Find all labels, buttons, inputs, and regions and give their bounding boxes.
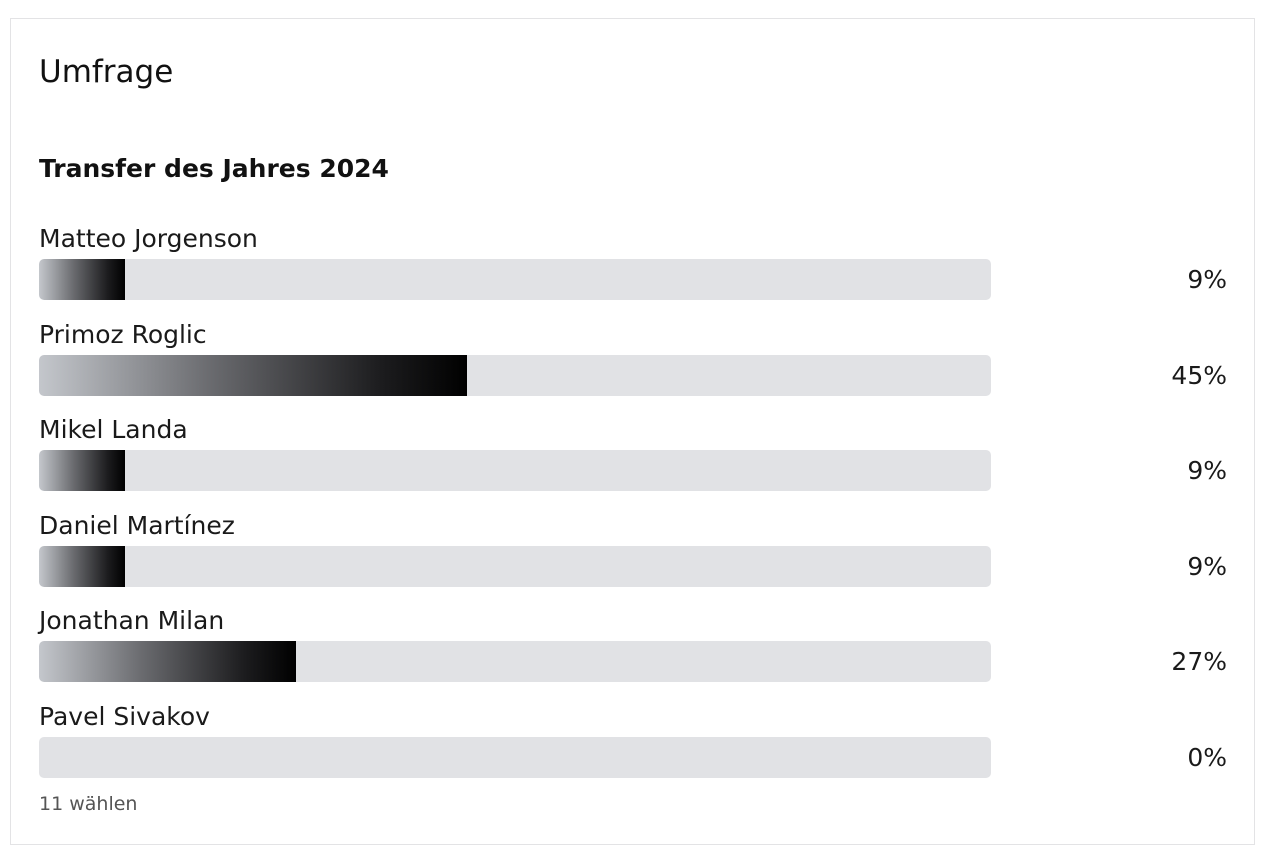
poll-title: Umfrage [39, 54, 174, 90]
poll-option-daniel-martinez[interactable]: Daniel Martínez 9% [39, 506, 1229, 602]
poll-option-percent: 9% [1187, 456, 1227, 485]
poll-card: Umfrage Transfer des Jahres 2024 Matteo … [10, 18, 1255, 845]
poll-result-bar [39, 641, 991, 682]
poll-option-label: Primoz Roglic [39, 319, 207, 349]
poll-question: Transfer des Jahres 2024 [39, 154, 389, 183]
poll-vote-count: 11 wählen [39, 793, 138, 815]
poll-result-bar [39, 545, 991, 587]
poll-option-label: Jonathan Milan [39, 606, 225, 635]
poll-result-fill [39, 641, 297, 682]
poll-option-jonathan-milan[interactable]: Jonathan Milan 27% [39, 601, 1229, 697]
poll-result-bar [39, 354, 991, 396]
poll-result-bar [39, 259, 991, 300]
poll-option-percent: 27% [1171, 647, 1227, 676]
poll-option-primoz-roglic[interactable]: Primoz Roglic 45% [39, 315, 1229, 411]
poll-option-percent: 0% [1187, 742, 1227, 772]
poll-result-fill [39, 545, 125, 587]
poll-option-label: Daniel Martínez [39, 510, 235, 540]
poll-result-fill [39, 450, 125, 491]
poll-option-label: Matteo Jorgenson [39, 224, 258, 253]
poll-option-percent: 9% [1187, 551, 1227, 581]
poll-options: Matteo Jorgenson 9% Primoz Roglic 45% Mi… [39, 219, 1229, 792]
poll-option-pavel-sivakov[interactable]: Pavel Sivakov 0% [39, 697, 1229, 793]
poll-option-mikel-landa[interactable]: Mikel Landa 9% [39, 410, 1229, 506]
poll-option-label: Pavel Sivakov [39, 701, 210, 731]
poll-result-bar [39, 736, 991, 778]
poll-option-matteo-jorgenson[interactable]: Matteo Jorgenson 9% [39, 219, 1229, 315]
poll-result-fill [39, 259, 125, 300]
poll-result-fill [39, 354, 468, 396]
poll-option-label: Mikel Landa [39, 415, 188, 444]
poll-option-percent: 45% [1171, 360, 1227, 390]
poll-result-bar [39, 450, 991, 491]
poll-option-percent: 9% [1187, 265, 1227, 294]
